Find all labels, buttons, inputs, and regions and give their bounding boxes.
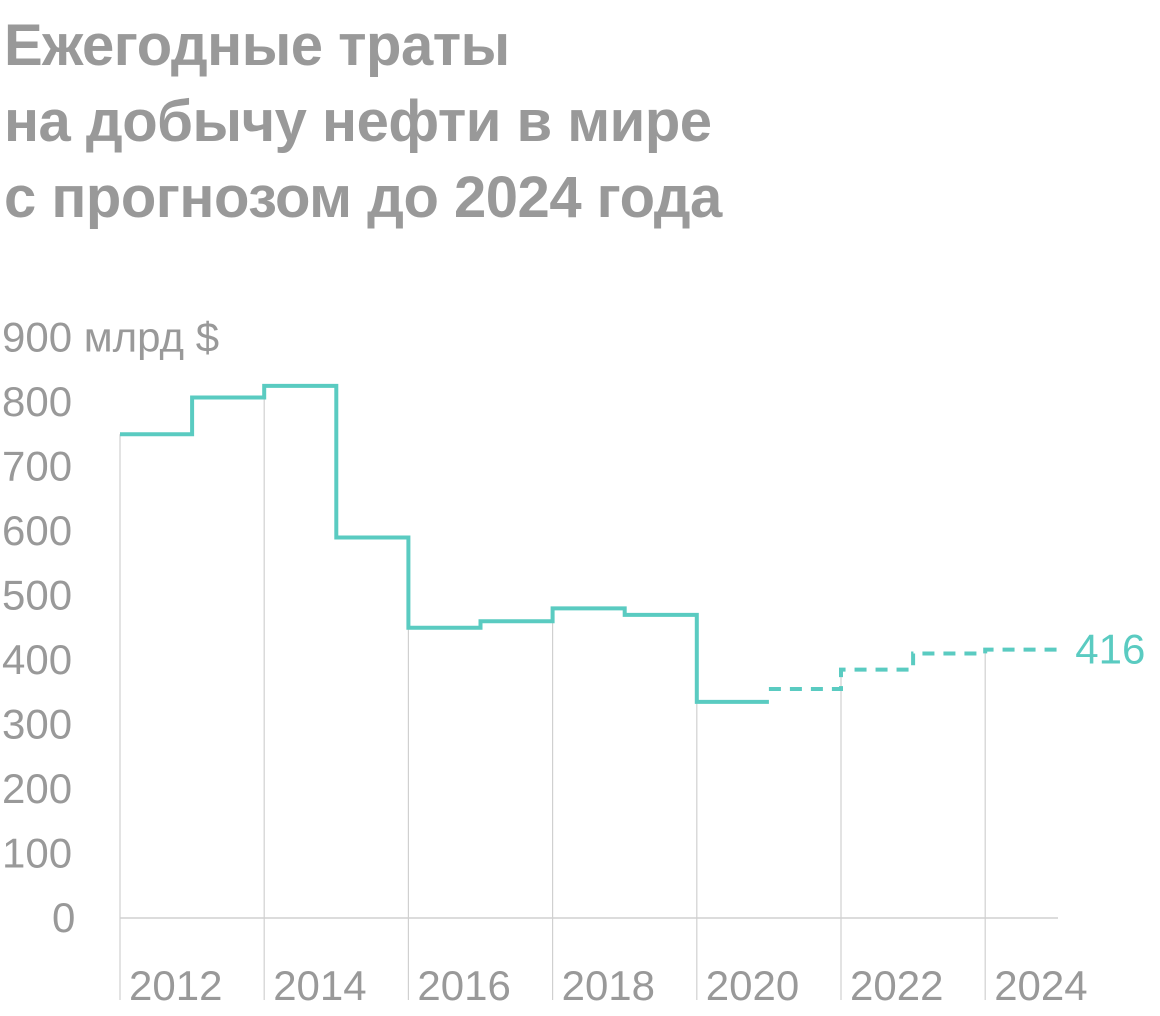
actual-series-line [120,383,769,704]
x-tick-label-2016: 2016 [417,962,510,1009]
label-layer: 416 [1075,626,1145,673]
title-line-2: на добычу нефти в мире [4,89,712,154]
y-tick-label-400: 400 [2,636,72,683]
x-tick-label-2012: 2012 [129,962,222,1009]
y-tick-label-500: 500 [2,572,72,619]
y-tick-label-700: 700 [2,443,72,490]
x-tick-label-2020: 2020 [706,962,799,1009]
y-tick-label-100: 100 [2,830,72,877]
x-tick-label-2024: 2024 [994,962,1087,1009]
x-tick-label-2018: 2018 [562,962,655,1009]
y-tick-label-800: 800 [2,378,72,425]
y-tick-label-300: 300 [2,701,72,748]
grid-layer [119,385,986,1000]
y-tick-label-0: 0 [52,894,75,941]
axis-layer: 2012 2014 2016 2018 2020 2022 2024 0 100 200 300 40… [2,314,1088,1010]
x-tick-label-2014: 2014 [273,962,366,1009]
title-line-3: с прогнозом до 2024 года [4,165,722,230]
x-tick-label-2022: 2022 [850,962,943,1009]
y-tick-label-600: 600 [2,507,72,554]
forecast-series-line [768,647,1058,692]
y-tick-label-200: 200 [2,765,72,812]
chart-title: Ежегодные траты на добычу нефти в мире с… [4,8,1144,236]
value-label-416: 416 [1075,626,1145,673]
series-layer [120,383,1058,704]
y-tick-label-900: 900 млрд $ [2,314,219,361]
title-line-1: Ежегодные траты [4,13,510,78]
